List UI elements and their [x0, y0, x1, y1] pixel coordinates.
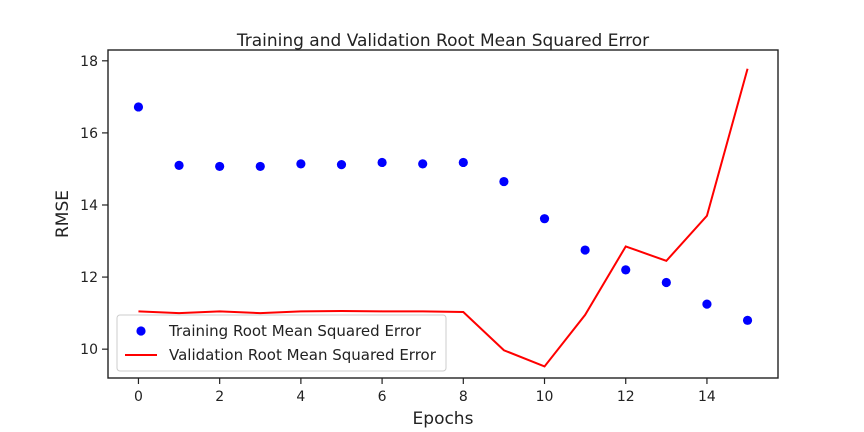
- legend-label: Validation Root Mean Squared Error: [169, 346, 437, 364]
- axes: 0 2 4 6 8 10 12 14 10 12 14 16 18: [80, 49, 779, 405]
- x-tick-label: 4: [296, 389, 305, 405]
- x-axis-label: Epochs: [413, 409, 474, 429]
- series-line-validation: [138, 68, 749, 368]
- data-point-training: [702, 299, 712, 309]
- legend-label: Training Root Mean Squared Error: [168, 322, 422, 340]
- data-point-training: [499, 176, 509, 187]
- data-point-training: [377, 157, 387, 168]
- legend-box: [116, 314, 447, 372]
- data-point-training: [296, 159, 306, 169]
- data-point-training: [133, 102, 144, 112]
- data-point-training: [215, 161, 225, 172]
- data-point-training: [418, 159, 428, 169]
- x-tick-label: 8: [459, 389, 468, 405]
- data-point-training: [580, 245, 590, 255]
- legend: Training Root Mean Squared Error Validati…: [116, 314, 447, 372]
- data-point-training: [621, 265, 631, 275]
- y-tick-label: 14: [80, 198, 98, 214]
- y-tick-label: 10: [80, 342, 98, 358]
- data-point-training: [661, 277, 671, 288]
- x-tick-label: 12: [617, 389, 635, 405]
- data-point-training: [742, 315, 753, 325]
- data-point-training: [255, 161, 265, 172]
- x-tick-label: 6: [378, 389, 387, 405]
- legend-swatch-marker: [136, 326, 146, 336]
- x-tick-label: 0: [134, 389, 143, 405]
- y-tick-label: 18: [80, 54, 98, 70]
- x-tick-label: 14: [698, 389, 716, 405]
- data-point-training: [458, 157, 468, 168]
- data-point-training: [539, 214, 550, 224]
- y-axis-label: RMSE: [53, 190, 73, 238]
- data-point-training: [174, 160, 184, 170]
- y-tick-label: 12: [80, 270, 98, 286]
- y-tick-label: 16: [80, 126, 98, 142]
- plot-area: [133, 68, 753, 368]
- x-tick-label: 2: [215, 389, 224, 405]
- x-tick-label: 10: [536, 389, 554, 405]
- plot-frame: [107, 49, 779, 379]
- chart-title: Training and Validation Root Mean Square…: [236, 31, 649, 51]
- data-point-training: [336, 160, 347, 170]
